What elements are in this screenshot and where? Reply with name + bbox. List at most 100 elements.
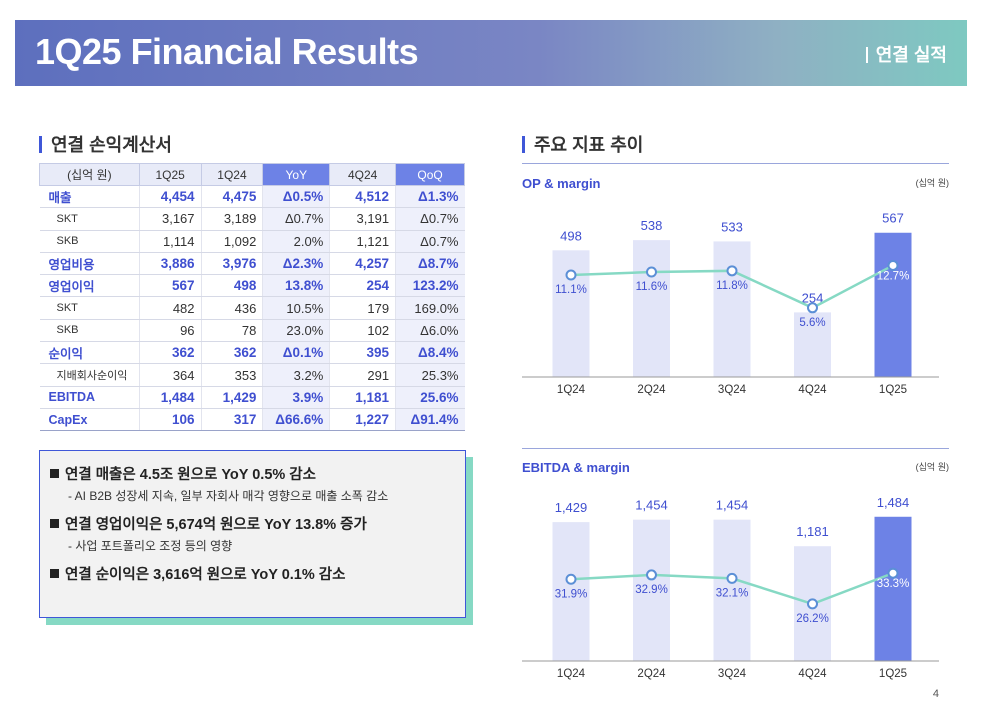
x-tick-label: 1Q24: [557, 668, 586, 680]
table-cell: 10.5%: [262, 296, 330, 320]
table-cell: 102: [329, 319, 396, 343]
income-statement-table: (십억 원) 1Q25 1Q24 YoY 4Q24 QoQ 매출 4,454 4,4…: [39, 163, 465, 432]
table-row: EBITDA 1,484 1,429 3.9% 1,181 25.6%: [39, 386, 465, 409]
header-yoy: YoY: [262, 163, 331, 186]
table-cell: 1,121: [329, 230, 396, 253]
table-cell: 169.0%: [395, 296, 465, 320]
chart-unit: (십억 원): [915, 178, 949, 188]
table-cell: Δ66.6%: [262, 408, 330, 432]
bar-value-label: 254: [802, 290, 824, 305]
row-label: 영업비용: [39, 252, 140, 276]
margin-point: [807, 302, 818, 314]
page-subtitle-text: 연결 실적: [875, 45, 947, 65]
table-cell: 3.2%: [262, 363, 330, 387]
margin-point: [646, 266, 657, 278]
table-cell: 362: [138, 341, 202, 365]
ebitda-margin-chart: 1,429 1,454 1,454 1,181 1,484 1Q24 2Q24 3Q24 4Q2…: [522, 495, 939, 680]
margin-value-label: 11.6%: [636, 281, 668, 293]
summary-note: - AI B2B 성장세 지속, 일부 자회사 매각 영향으로 매출 소폭 감소: [68, 489, 389, 503]
x-tick-label: 1Q25: [879, 668, 907, 680]
margin-value-label: 32.9%: [635, 584, 668, 596]
table-cell: 567: [138, 274, 202, 298]
x-tick-label: 3Q24: [718, 668, 747, 680]
margin-value-label: 32.1%: [716, 587, 749, 599]
x-tick-label: 1Q24: [557, 384, 586, 396]
table-cell: 25.3%: [395, 363, 465, 387]
table-cell: Δ0.7%: [395, 207, 465, 231]
charts-section-title-text: 주요 지표 추이: [534, 135, 644, 155]
op-margin-chart: 498 538 533 254 567 1Q24 2Q24 3Q24 4Q24 1Q25 11.1%…: [522, 211, 939, 396]
table-row: CapEx 106 317 Δ66.6% 1,227 Δ91.4%: [39, 408, 465, 432]
table-cell: 395: [329, 341, 396, 365]
margin-point: [887, 567, 899, 579]
subtitle-bar: [865, 47, 868, 63]
summary-headline: 연결 매출은 4.5조 원으로 YoY 0.5% 감소: [50, 463, 465, 484]
bar-value-label: 1,429: [555, 500, 588, 515]
page-title: 1Q25 Financial Results: [35, 31, 419, 72]
bullet-square: [50, 569, 59, 578]
margin-value-label: 11.1%: [555, 284, 587, 296]
table-header-row: (십억 원) 1Q25 1Q24 YoY 4Q24 QoQ: [39, 163, 465, 186]
income-statement-title: 연결 손익계산서: [39, 131, 172, 157]
row-label: SKB: [39, 230, 140, 253]
table-cell: 2.0%: [262, 230, 330, 253]
margin-value-label: 11.8%: [716, 280, 748, 292]
table-cell: 96: [138, 319, 202, 343]
row-label: 순이익: [39, 341, 140, 365]
margin-value-label: 12.7%: [877, 270, 910, 282]
table-cell: 1,181: [329, 386, 396, 409]
table-row: 영업이익 567 498 13.8% 254 123.2%: [39, 274, 465, 298]
row-label: SKB: [39, 319, 140, 343]
bar: [794, 312, 831, 377]
bullet-square: [50, 519, 59, 528]
table-cell: 3,167: [138, 207, 202, 231]
header-banner: 1Q25 Financial Results 연결 실적: [15, 20, 967, 86]
header-1q25: 1Q25: [138, 163, 202, 186]
margin-point: [565, 573, 577, 585]
bar-value-label: 1,484: [877, 495, 910, 510]
header-qoq: QoQ: [395, 163, 465, 186]
x-tick-label: 3Q24: [718, 384, 747, 396]
margin-point: [726, 572, 738, 584]
table-cell: Δ91.4%: [395, 408, 465, 432]
bar: [552, 250, 590, 377]
margin-point: [726, 265, 738, 277]
row-label: 지배회사순이익: [39, 363, 140, 387]
table-cell: 23.0%: [262, 319, 330, 343]
margin-value-label: 33.3%: [877, 578, 910, 590]
row-label: SKT: [39, 296, 140, 320]
bar-value-label: 1,454: [716, 498, 749, 513]
section-bar: [522, 136, 525, 153]
row-label: 영업이익: [39, 274, 140, 298]
table-cell: 106: [138, 408, 202, 432]
table-row: 매출 4,454 4,475 Δ0.5% 4,512 Δ1.3%: [39, 185, 465, 209]
bar: [713, 241, 751, 377]
section-bar: [39, 136, 42, 153]
table-cell: 498: [200, 274, 263, 298]
x-tick-label: 4Q24: [798, 384, 827, 396]
bar-value-label: 498: [560, 228, 582, 243]
summary-box: 연결 매출은 4.5조 원으로 YoY 0.5% 감소 - AI B2B 성장세…: [39, 450, 466, 618]
summary-headline: 연결 순이익은 3,616억 원으로 YoY 0.1% 감소: [50, 563, 465, 584]
income-statement-title-text: 연결 손익계산서: [51, 135, 172, 155]
table-row: 지배회사순이익 364 353 3.2% 291 25.3%: [39, 363, 465, 387]
row-label: EBITDA: [39, 386, 140, 409]
row-label: CapEx: [39, 408, 140, 432]
table-cell: 1,114: [138, 230, 202, 253]
bar: [633, 240, 670, 377]
table-cell: 1,429: [200, 386, 263, 409]
table-cell: Δ8.4%: [395, 341, 465, 365]
bar-value-label: 567: [882, 211, 904, 226]
table-cell: 3.9%: [262, 386, 330, 409]
table-cell: Δ0.7%: [395, 230, 465, 253]
table-cell: 3,189: [200, 207, 263, 231]
chart-title: OP & margin: [522, 176, 601, 191]
table-cell: 3,191: [329, 207, 396, 231]
table-cell: 4,454: [138, 185, 202, 209]
page-number: 4: [932, 688, 939, 700]
row-label: 매출: [39, 185, 140, 209]
margin-point: [887, 259, 899, 271]
table-cell: 254: [329, 274, 396, 298]
margin-point: [807, 598, 818, 610]
table-cell: Δ0.1%: [262, 341, 330, 365]
